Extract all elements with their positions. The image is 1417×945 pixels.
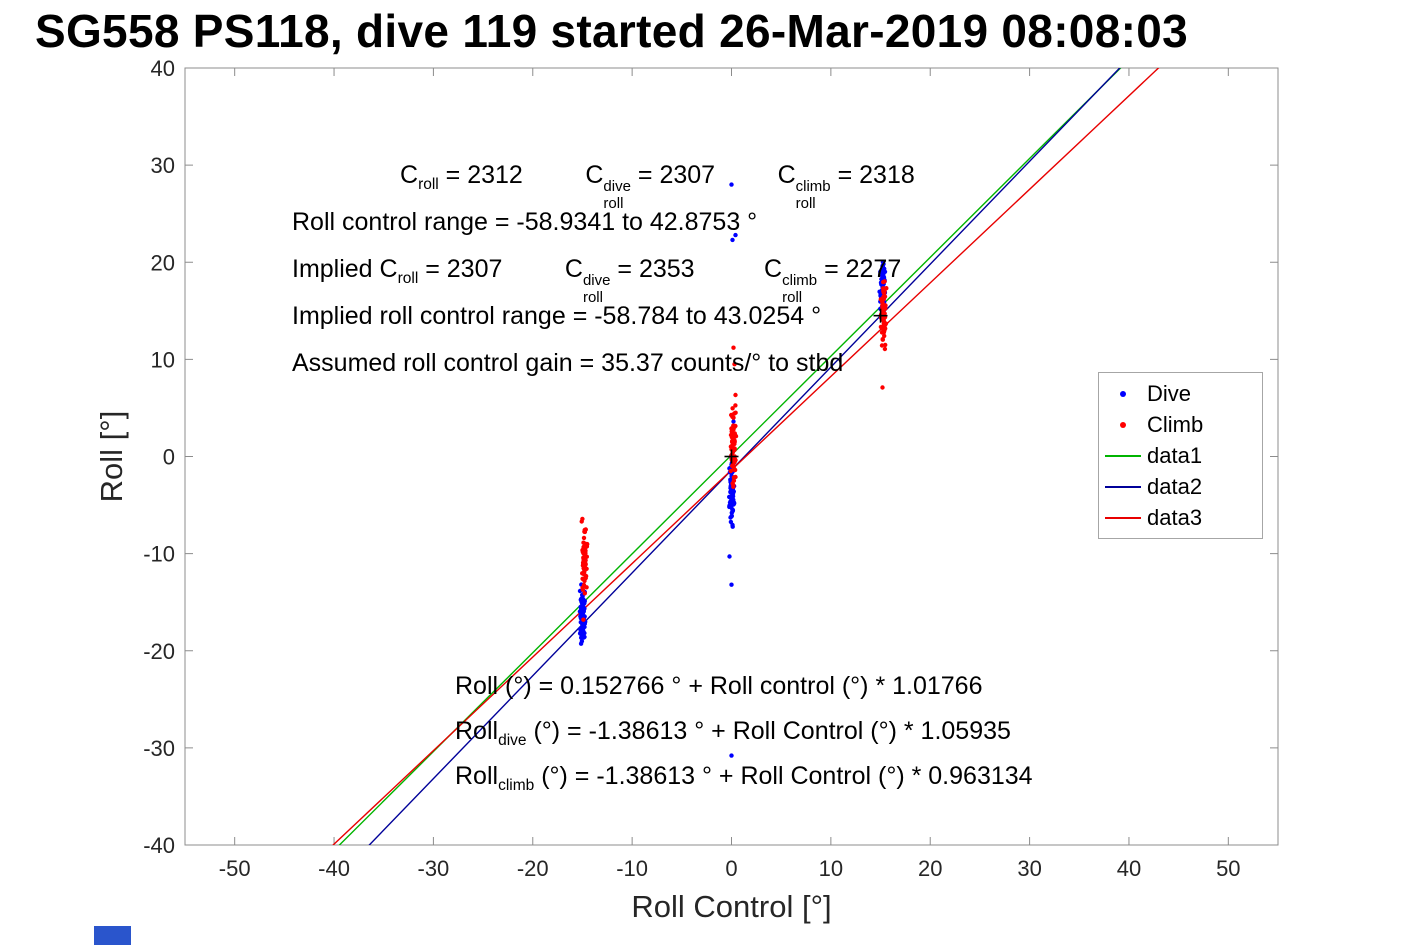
annotation-block-bottom: Roll (°) = 0.152766 ° + Roll control (°)… — [455, 664, 1033, 799]
legend-dot-marker — [1099, 390, 1147, 397]
corner-artifact — [94, 926, 131, 945]
annotation-line: Assumed roll control gain = 35.37 counts… — [292, 349, 844, 377]
y-tick-label: -40 — [143, 833, 175, 858]
x-axis-label: Roll Control [°] — [631, 889, 831, 924]
annotation-line: Roll control range = -58.9341 to 42.8753… — [292, 208, 758, 236]
y-tick-label: 0 — [163, 445, 175, 470]
x-tick-label: -30 — [418, 856, 450, 881]
y-tick-label: 10 — [151, 347, 175, 372]
legend-line-marker — [1099, 516, 1147, 519]
x-tick-label: 50 — [1216, 856, 1240, 881]
x-tick-label: -10 — [616, 856, 648, 881]
legend-label: data1 — [1147, 442, 1203, 468]
x-tick-label: 30 — [1017, 856, 1041, 881]
x-tick-label: 20 — [918, 856, 942, 881]
y-axis-label: Roll [°] — [94, 411, 129, 503]
legend-label: data3 — [1147, 504, 1203, 530]
center-marker — [873, 308, 888, 323]
x-tick-label: -50 — [219, 856, 251, 881]
y-tick-label: 30 — [151, 153, 175, 178]
legend-entry-dive: Dive — [1099, 378, 1262, 409]
x-tick-label: -20 — [517, 856, 549, 881]
x-tick-label: 40 — [1117, 856, 1141, 881]
legend-entry-data2: data2 — [1099, 471, 1262, 502]
annotation-line: Implied roll control range = -58.784 to … — [292, 302, 822, 330]
annotation-line: Roll (°) = 0.152766 ° + Roll control (°)… — [455, 672, 983, 700]
legend-dot-marker — [1099, 421, 1147, 428]
annotation-line: Rolldive (°) = -1.38613 ° + Roll Control… — [455, 717, 1011, 749]
legend-label: Climb — [1147, 411, 1204, 437]
legend-line-marker — [1099, 454, 1147, 457]
legend: Dive Climb data1 data2 data3 — [1098, 372, 1263, 539]
legend-entry-data3: data3 — [1099, 502, 1262, 533]
legend-entry-climb: Climb — [1099, 409, 1262, 440]
legend-label: data2 — [1147, 473, 1203, 499]
y-tick-label: -30 — [143, 736, 175, 761]
x-tick-label: 10 — [819, 856, 843, 881]
y-tick-label: 40 — [151, 56, 175, 81]
legend-line-marker — [1099, 485, 1147, 488]
x-tick-label: -40 — [318, 856, 350, 881]
center-marker — [724, 449, 739, 464]
x-tick-label: 0 — [725, 856, 737, 881]
y-tick-label: -20 — [143, 639, 175, 664]
annotation-line: Rollclimb (°) = -1.38613 ° + Roll Contro… — [455, 762, 1033, 794]
legend-entry-data1: data1 — [1099, 440, 1262, 471]
y-tick-label: 20 — [151, 250, 175, 275]
y-tick-label: -10 — [143, 542, 175, 567]
legend-label: Dive — [1147, 380, 1192, 406]
figure-title: SG558 PS118, dive 119 started 26-Mar-201… — [35, 5, 1188, 57]
